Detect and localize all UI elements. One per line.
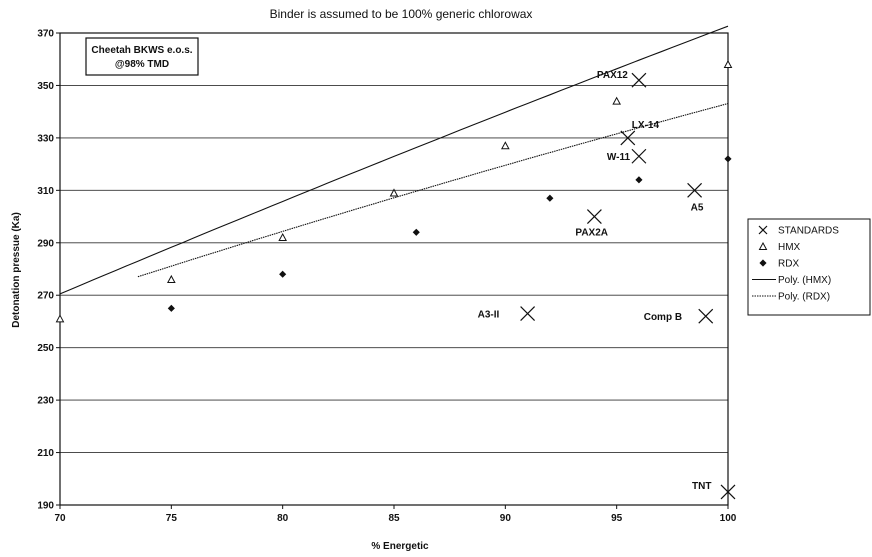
y-tick-labels: 190 210 230 250 270 290 310 330 350 370 <box>37 29 54 512</box>
y-tick-label: 310 <box>37 186 54 197</box>
point-standards <box>587 210 601 224</box>
plot-frame <box>60 33 728 505</box>
grid-lines <box>60 33 728 505</box>
point-standards <box>632 149 646 163</box>
y-tick-label: 190 <box>37 501 54 512</box>
x-tick-label: 80 <box>277 513 289 524</box>
legend-label: STANDARDS <box>778 226 839 237</box>
legend-label: RDX <box>778 259 799 270</box>
y-tick-label: 350 <box>37 81 54 92</box>
x-tick-label: 70 <box>54 513 66 524</box>
point-standards <box>521 307 535 321</box>
legend-label: Poly. (RDX) <box>778 292 830 303</box>
label-tnt: TNT <box>692 481 711 492</box>
x-tick-labels: 70 75 80 85 90 95 100 <box>54 513 736 524</box>
x-tick-label: 95 <box>611 513 623 524</box>
point-rdx <box>547 195 553 201</box>
info-box-line2: @98% TMD <box>115 59 169 70</box>
legend-label: HMX <box>778 242 801 253</box>
legend: STANDARDS HMX RDX Poly. (HMX) Poly. (RDX) <box>748 219 870 315</box>
x-tick-label: 75 <box>166 513 178 524</box>
x-tick-label: 90 <box>500 513 512 524</box>
point-rdx <box>280 271 286 277</box>
point-rdx <box>725 156 731 162</box>
y-tick-label: 290 <box>37 238 54 249</box>
point-hmx <box>502 142 509 149</box>
point-hmx <box>725 61 732 68</box>
point-hmx <box>168 276 175 283</box>
label-comp-b: Comp B <box>644 312 682 323</box>
x-tick-label: 100 <box>720 513 737 524</box>
chart-title: Binder is assumed to be 100% generic chl… <box>270 7 533 21</box>
standard-labels: PAX12 LX-14 W-11 A5 PAX2A A3-II Comp B TNT <box>478 70 712 492</box>
y-tick-label: 270 <box>37 291 54 302</box>
y-tick-label: 250 <box>37 343 54 354</box>
point-hmx <box>279 234 286 241</box>
point-hmx <box>613 98 620 105</box>
label-lx-14: LX-14 <box>632 120 660 131</box>
x-tick-label: 85 <box>388 513 400 524</box>
point-rdx <box>636 177 642 183</box>
info-box: Cheetah BKWS e.o.s. @98% TMD <box>86 38 198 75</box>
point-standards <box>699 309 713 323</box>
y-axis-label: Detonation pressue (Ka) <box>11 212 22 328</box>
y-tick-label: 230 <box>37 396 54 407</box>
label-a3-ii: A3-II <box>478 310 500 321</box>
info-box-line1: Cheetah BKWS e.o.s. <box>91 45 192 56</box>
point-rdx <box>413 229 419 235</box>
y-tick-label: 210 <box>37 448 54 459</box>
label-pax12: PAX12 <box>597 70 628 81</box>
y-tick-label: 330 <box>37 133 54 144</box>
label-w-11: W-11 <box>607 152 631 163</box>
legend-label: Poly. (HMX) <box>778 275 831 286</box>
y-tick-label: 370 <box>37 29 54 40</box>
point-rdx <box>168 305 174 311</box>
label-pax2a: PAX2A <box>575 228 608 239</box>
point-hmx <box>57 315 64 322</box>
label-a5: A5 <box>691 202 704 213</box>
x-axis-label: % Energetic <box>371 541 429 552</box>
